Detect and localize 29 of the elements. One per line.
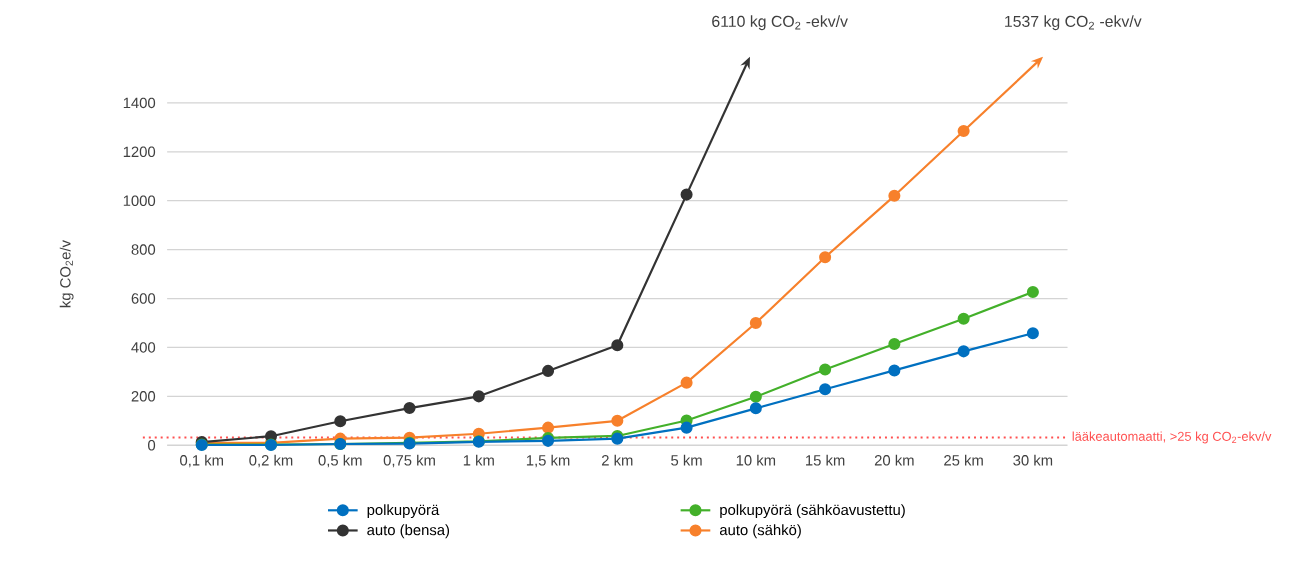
x-tick-label: 1 km <box>463 454 494 466</box>
legend-label: polkupyörä (sähköavustettu) <box>720 504 905 519</box>
x-tick-label: 0,1 km <box>180 454 224 468</box>
y-tick-label: 1200 <box>123 146 156 158</box>
y-tick-label: 1000 <box>123 195 156 207</box>
x-tick-label: 10 km <box>736 454 776 466</box>
y-axis-title: kg CO$_{2}$e/v <box>59 240 74 308</box>
x-tick-label: 0,5 km <box>318 454 362 468</box>
x-tick-label: 0,75 km <box>383 454 435 468</box>
text: 1537 kg CO$_{2}$ -ekv/v <box>1005 15 1142 31</box>
y-tick-label: 1400 <box>123 97 156 109</box>
ref-line-label: lääkeautomaatti, >25 kg CO$_{2}$-ekv/v <box>1072 431 1272 444</box>
legend-label: auto (sähkö) <box>719 524 801 539</box>
x-tick-label: 0,2 km <box>249 454 293 468</box>
y-tick-label: 200 <box>131 391 156 402</box>
y-tick-label: 0 <box>148 440 156 451</box>
y-tick-label: 800 <box>131 244 156 255</box>
legend-label: auto (bensa) <box>367 524 450 539</box>
text: 6110 kg CO$_{2}$ -ekv/v <box>712 15 848 31</box>
x-tick-label: 25 km <box>944 454 983 466</box>
x-tick-label: 2 km <box>601 454 633 466</box>
legend-label: polkupyörä <box>367 504 440 519</box>
x-tick-label: 1,5 km <box>526 454 570 468</box>
x-tick-label: 30 km <box>1013 454 1053 466</box>
y-tick-label: 400 <box>131 342 156 353</box>
x-tick-label: 20 km <box>874 454 914 466</box>
x-tick-label: 15 km <box>806 454 845 466</box>
y-tick-label: 600 <box>131 293 156 304</box>
x-tick-label: 5 km <box>671 454 702 466</box>
